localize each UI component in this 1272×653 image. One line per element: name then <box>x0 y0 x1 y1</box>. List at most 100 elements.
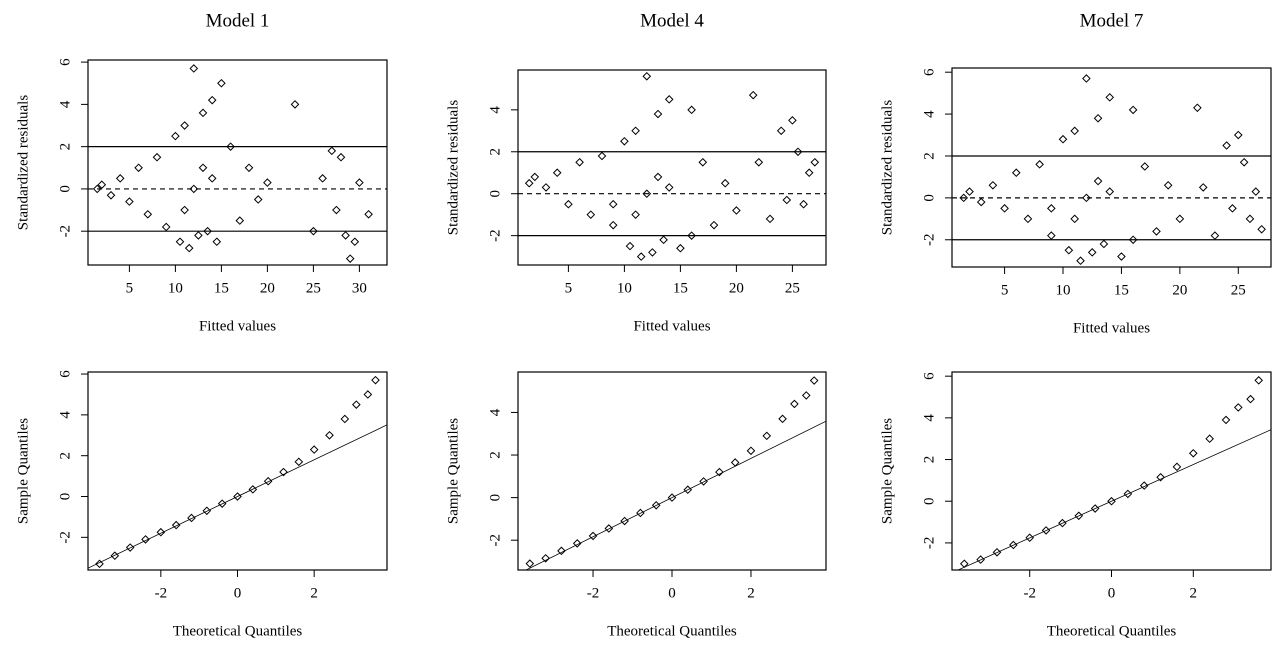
point <box>244 163 254 173</box>
x-axis-label: Theoretical Quantiles <box>1047 623 1177 639</box>
point <box>279 467 288 477</box>
point <box>352 400 361 409</box>
point <box>765 214 775 224</box>
point <box>1025 533 1035 543</box>
point <box>1082 74 1091 83</box>
point <box>1117 252 1126 261</box>
point <box>364 209 373 219</box>
point <box>1152 227 1161 236</box>
point <box>642 71 652 81</box>
point <box>620 516 629 526</box>
panel-title: Model 4 <box>640 10 704 31</box>
y-tick-label: 6 <box>921 372 937 380</box>
point <box>1233 130 1243 140</box>
y-tick-label: 4 <box>57 100 73 108</box>
qq-line <box>525 420 826 570</box>
point <box>189 64 199 73</box>
plot-area <box>518 71 826 261</box>
x-tick-label: 20 <box>260 280 275 296</box>
x-tick-label: -2 <box>155 585 168 601</box>
point <box>207 95 217 105</box>
y-tick-label: 2 <box>921 152 937 160</box>
point <box>541 183 551 192</box>
point <box>748 90 758 100</box>
plot-area <box>525 376 826 570</box>
point <box>345 254 355 263</box>
point <box>664 183 674 192</box>
point <box>572 539 582 548</box>
point <box>1107 496 1116 506</box>
x-tick-label: -2 <box>1023 585 1036 601</box>
point <box>636 252 646 261</box>
point <box>92 184 102 194</box>
point <box>804 168 814 178</box>
point <box>1221 415 1231 425</box>
point <box>631 210 640 219</box>
point <box>1222 141 1231 150</box>
point <box>318 174 327 183</box>
point <box>625 241 635 251</box>
point <box>340 414 350 424</box>
point <box>1035 160 1044 169</box>
y-tick-label: 4 <box>487 106 503 114</box>
point <box>1105 93 1115 102</box>
point <box>325 430 334 440</box>
point <box>180 121 189 130</box>
x-axis-label: Fitted values <box>633 318 710 334</box>
point <box>332 205 341 215</box>
point <box>1105 187 1115 196</box>
point <box>175 237 185 247</box>
plot-frame <box>517 371 827 571</box>
point <box>525 559 535 568</box>
point <box>778 414 787 424</box>
point <box>1254 376 1264 385</box>
y-tick-label: 4 <box>921 110 937 118</box>
panel: Theoretical Quantiles Sample Quantiles -2 0… <box>879 371 1272 639</box>
x-tick-label: 10 <box>168 280 183 296</box>
y-tick-label: 6 <box>921 68 937 76</box>
x-axis-label: Fitted values <box>199 318 276 334</box>
point <box>1140 162 1150 171</box>
x-tick-label: 10 <box>617 280 632 296</box>
panel-title: Model 7 <box>1080 10 1144 31</box>
point <box>1163 180 1173 190</box>
point <box>698 157 708 167</box>
point <box>1210 231 1220 240</box>
x-tick-label: 5 <box>565 280 573 296</box>
point <box>152 152 162 162</box>
point <box>1239 157 1249 167</box>
point <box>687 105 696 115</box>
qq-line <box>88 424 387 569</box>
y-tick-label: 2 <box>57 452 73 460</box>
y-tick-label: 2 <box>487 451 503 459</box>
x-tick-label: 30 <box>352 280 367 296</box>
point <box>1193 103 1202 113</box>
point <box>217 499 227 508</box>
y-axis-label: Sample Quantiles <box>879 418 895 524</box>
plot-area <box>88 375 387 569</box>
point <box>1074 511 1084 521</box>
point <box>1058 518 1067 528</box>
x-tick-label: 10 <box>1056 282 1071 298</box>
point <box>125 543 135 552</box>
point <box>653 109 663 119</box>
point <box>1257 224 1266 234</box>
panel: Theoretical Quantiles Sample Quantiles -2 0… <box>15 370 388 639</box>
point <box>212 237 222 247</box>
point <box>801 391 811 400</box>
x-tick-label: 25 <box>306 280 321 296</box>
point <box>187 513 196 523</box>
panel: Model 7 Fitted values Standardized residua… <box>879 10 1272 336</box>
point <box>810 157 820 167</box>
point <box>1070 126 1079 136</box>
plot-area <box>957 376 1271 570</box>
point <box>309 226 318 236</box>
point <box>1058 134 1068 144</box>
point <box>1047 204 1056 213</box>
point <box>959 559 969 569</box>
point <box>648 248 657 257</box>
point <box>363 390 373 399</box>
point <box>809 376 819 385</box>
point <box>1070 214 1079 224</box>
point <box>184 243 194 253</box>
